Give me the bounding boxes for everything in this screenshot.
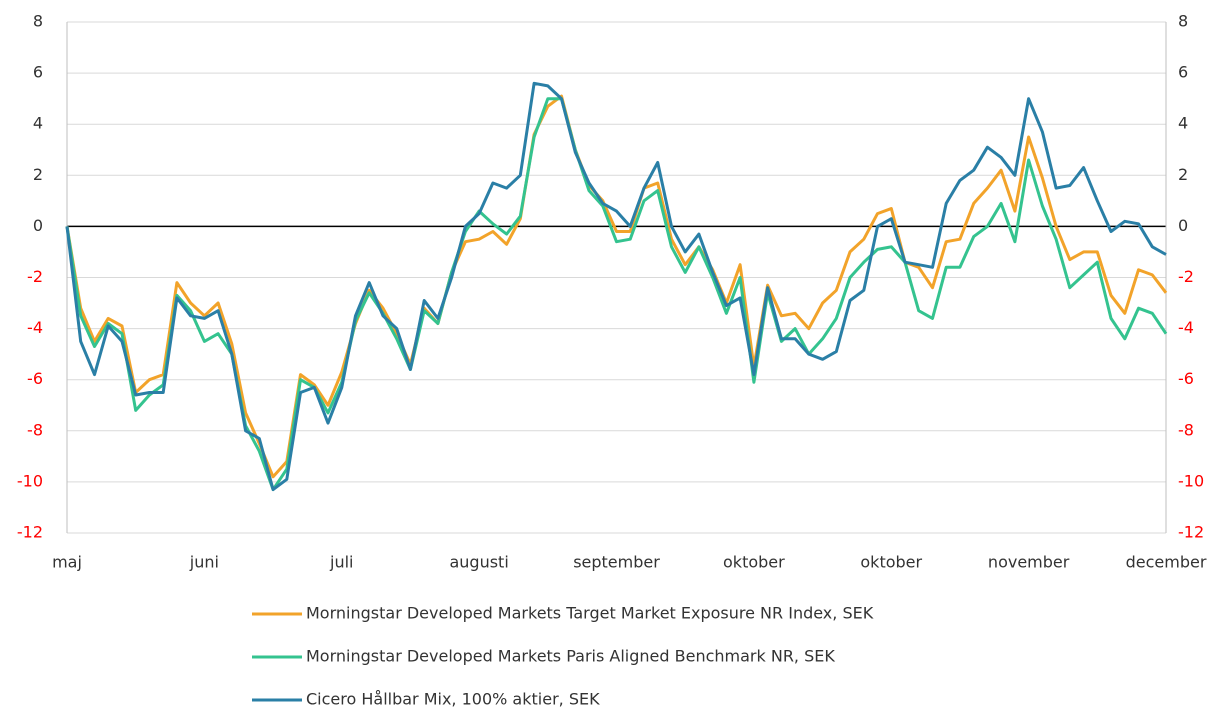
y2-tick-label: -10 xyxy=(1178,471,1204,490)
y-tick-label: -6 xyxy=(27,369,43,388)
x-tick-label: oktober xyxy=(860,553,922,572)
x-tick-label: december xyxy=(1126,553,1207,572)
y-tick-label: 2 xyxy=(33,165,43,184)
y2-tick-label: 6 xyxy=(1178,63,1188,82)
series-line xyxy=(65,94,1168,479)
y-tick-label: -2 xyxy=(27,267,43,286)
y2-tick-label: 2 xyxy=(1178,165,1188,184)
y2-tick-label: -12 xyxy=(1178,523,1204,542)
x-tick-label: november xyxy=(988,553,1070,572)
series-line xyxy=(65,81,1167,492)
x-tick-label: maj xyxy=(52,553,82,572)
x-tick-label: oktober xyxy=(723,553,785,572)
x-tick-label: juli xyxy=(329,553,353,572)
y-tick-label: -4 xyxy=(27,318,43,337)
legend-label: Morningstar Developed Markets Target Mar… xyxy=(306,604,874,623)
y2-tick-label: 8 xyxy=(1178,12,1188,31)
y2-tick-label: -8 xyxy=(1178,420,1194,439)
y2-tick-label: 4 xyxy=(1178,114,1188,133)
legend-label: Morningstar Developed Markets Paris Alig… xyxy=(306,647,835,666)
legend-label: Cicero Hållbar Mix, 100% aktier, SEK xyxy=(306,690,600,709)
x-tick-label: augusti xyxy=(449,553,508,572)
y-tick-label: -8 xyxy=(27,420,43,439)
x-tick-label: september xyxy=(573,553,660,572)
y-tick-label: 8 xyxy=(33,12,43,31)
y-tick-label: -10 xyxy=(17,471,43,490)
x-tick-label: juni xyxy=(189,553,219,572)
y-tick-label: -12 xyxy=(17,523,43,542)
y-tick-label: 4 xyxy=(33,114,43,133)
y2-tick-label: -2 xyxy=(1178,267,1194,286)
y-tick-label: 0 xyxy=(33,216,43,235)
y-tick-label: 6 xyxy=(33,63,43,82)
y2-tick-label: -4 xyxy=(1178,318,1194,337)
y2-tick-label: -6 xyxy=(1178,369,1194,388)
y2-tick-label: 0 xyxy=(1178,216,1188,235)
